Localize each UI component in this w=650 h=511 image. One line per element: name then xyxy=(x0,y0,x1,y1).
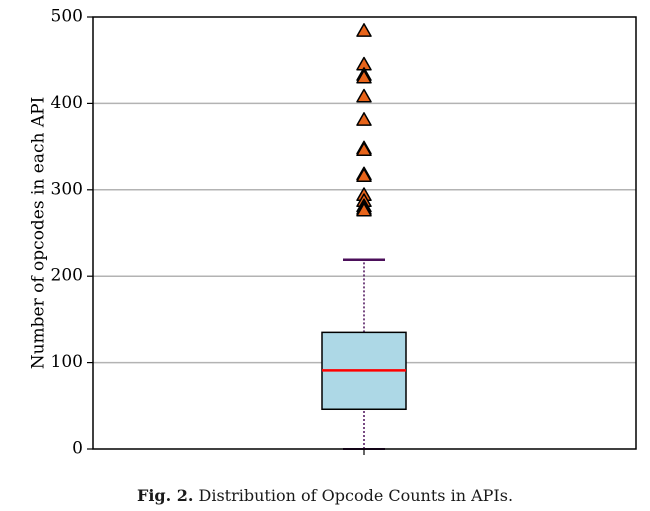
figure-caption: Fig. 2. Distribution of Opcode Counts in… xyxy=(0,486,650,505)
outlier-point xyxy=(356,168,372,182)
figure-caption-text: Distribution of Opcode Counts in APIs. xyxy=(198,486,514,505)
y-tick-label: 500 xyxy=(51,7,83,27)
y-tick-label: 100 xyxy=(51,352,83,372)
outlier-point xyxy=(356,23,372,37)
figure-caption-label: Fig. 2. xyxy=(136,486,194,505)
y-tick-label: 0 xyxy=(72,439,83,459)
y-tick-label: 300 xyxy=(51,179,83,199)
y-axis-ticks: 0 100 200 300 400 500 xyxy=(51,7,93,459)
box-plot xyxy=(321,258,407,450)
y-tick-label: 200 xyxy=(51,266,83,286)
outlier-points xyxy=(356,23,372,217)
outlier-point xyxy=(356,142,372,157)
outlier-point xyxy=(356,69,372,84)
outlier-point xyxy=(356,112,372,126)
outlier-point xyxy=(356,88,372,103)
y-tick-label: 400 xyxy=(51,93,83,113)
y-axis-label: Number of opcodes in each API xyxy=(29,97,49,370)
outlier-point xyxy=(356,202,372,217)
